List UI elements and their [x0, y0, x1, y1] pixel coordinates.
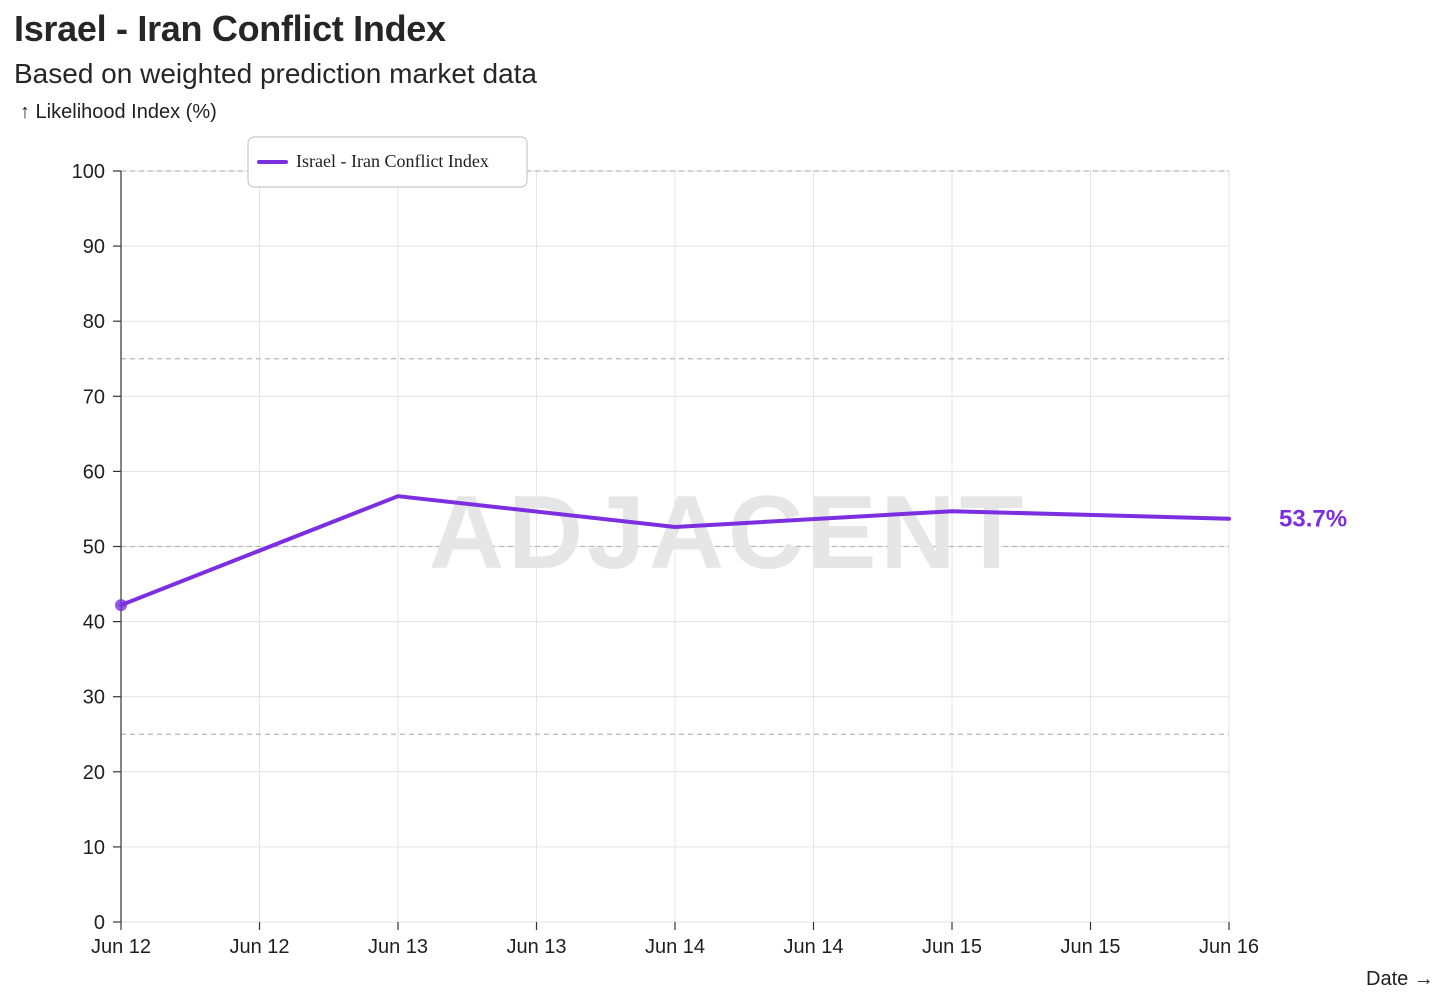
- data-point[interactable]: [673, 525, 677, 529]
- chart-subtitle: Based on weighted prediction market data: [14, 58, 537, 89]
- x-tick-label: Jun 14: [645, 936, 705, 958]
- x-tick-label: Jun 15: [922, 936, 982, 958]
- x-tick-label: Jun 12: [229, 936, 289, 958]
- y-tick-label: 30: [83, 687, 105, 709]
- y-tick-label: 60: [83, 461, 105, 483]
- y-tick-label: 0: [94, 912, 105, 934]
- series-layer: 53.7%: [115, 494, 1347, 612]
- data-point[interactable]: [1227, 517, 1231, 521]
- y-tick-label: 70: [83, 386, 105, 408]
- y-tick-label: 100: [72, 161, 105, 183]
- x-tick-label: Jun 13: [506, 936, 566, 958]
- y-tick-label: 50: [83, 537, 105, 559]
- x-tick-label: Jun 12: [91, 936, 151, 958]
- chart-title: Israel - Iran Conflict Index: [14, 8, 446, 49]
- x-tick-label: Jun 16: [1199, 936, 1259, 958]
- legend-label: Israel - Iran Conflict Index: [296, 151, 489, 171]
- y-tick-label: 40: [83, 612, 105, 634]
- x-tick-label: Jun 14: [783, 936, 843, 958]
- watermark: ADJACENT: [429, 475, 1027, 591]
- legend[interactable]: Israel - Iran Conflict Index: [247, 136, 528, 188]
- x-tick-label: Jun 15: [1060, 936, 1120, 958]
- end-value-label: 53.7%: [1279, 506, 1347, 533]
- y-axis-label: ↑ Likelihood Index (%): [20, 101, 217, 123]
- data-point[interactable]: [396, 494, 400, 498]
- data-point[interactable]: [950, 509, 954, 513]
- series-line[interactable]: [119, 494, 1231, 608]
- x-tick-label: Jun 13: [368, 936, 428, 958]
- x-axis-label: Date →: [1366, 968, 1434, 990]
- y-tick-label: 80: [83, 311, 105, 333]
- y-tick-label: 90: [83, 236, 105, 258]
- data-point[interactable]: [115, 599, 127, 612]
- legend-box: [247, 136, 528, 188]
- y-tick-label: 10: [83, 837, 105, 859]
- y-tick-label: 20: [83, 762, 105, 784]
- axes: 0 10 20 30 40 50 60 70 80 90 100 Jun 12 Jun 12 Jun 13…: [72, 161, 1259, 958]
